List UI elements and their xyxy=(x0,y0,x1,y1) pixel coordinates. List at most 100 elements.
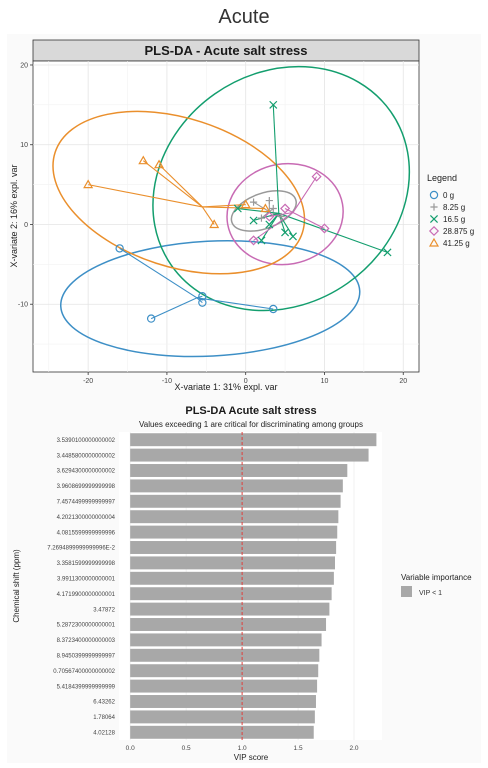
scatter-point xyxy=(249,198,258,206)
vip-legend-swatch xyxy=(401,586,412,597)
vip-category-label: 3.3581599999999998 xyxy=(57,561,116,567)
vip-x-tick-label: 1.0 xyxy=(238,745,247,752)
vip-bar xyxy=(130,448,369,462)
scatter-point xyxy=(383,248,392,257)
vip-bar xyxy=(130,648,320,662)
scatter-point xyxy=(269,304,278,314)
scatter-x-tick-label: 0 xyxy=(244,378,248,385)
vip-bar xyxy=(130,587,332,601)
vip-legend-title: Variable importance xyxy=(401,573,472,582)
scatter-centroid-line xyxy=(253,201,270,213)
page-title: Acute xyxy=(218,6,270,28)
scatter-legend-label: 41.25 g xyxy=(443,239,470,248)
scatter-point xyxy=(198,298,207,307)
vip-bar xyxy=(130,479,343,493)
scatter-point xyxy=(209,219,220,229)
vip-bar xyxy=(130,525,338,539)
vip-bar xyxy=(130,710,315,724)
vip-category-label: 8.9450399999999997 xyxy=(57,654,116,660)
scatter-point xyxy=(249,216,258,225)
vip-bar xyxy=(130,494,341,508)
scatter-point xyxy=(198,292,207,301)
scatter-point xyxy=(264,211,275,222)
scatter-centroid-line xyxy=(142,160,203,208)
scatter-point xyxy=(319,223,330,234)
scatter-y-tick-label: 20 xyxy=(20,62,28,69)
figure-panel: PLS-DA - Acute salt stress -20 -10 0 10 20 -1… xyxy=(7,34,481,763)
vip-category-label: 3.9911300000000001 xyxy=(57,577,116,583)
vip-category-label: 8.3723400000000003 xyxy=(57,638,116,644)
vip-category-label: 7.2694899999999996E-2 xyxy=(47,546,115,552)
scatter-gridlines xyxy=(33,61,419,372)
vip-category-label: 5.2872300000000001 xyxy=(57,623,116,629)
vip-bar xyxy=(130,664,319,678)
scatter-point xyxy=(269,204,277,213)
scatter-x-axis-label: X-variate 1: 31% expl. var xyxy=(174,382,277,392)
scatter-centroid-line xyxy=(119,247,198,299)
scatter-y-tick-label: 10 xyxy=(20,142,28,149)
vip-x-tick-label: 1.5 xyxy=(294,745,303,752)
scatter-legend-label: 8.25 g xyxy=(443,203,465,212)
figure-svg: PLS-DA - Acute salt stress -20 -10 0 10 20 -1… xyxy=(9,39,474,762)
vip-y-axis-label: Chemical shift (ppm) xyxy=(12,549,21,623)
scatter-point xyxy=(138,155,149,165)
scatter-x-tick-label: 20 xyxy=(399,378,407,385)
scatter-centroid-line xyxy=(201,206,215,225)
vip-plot-area xyxy=(119,432,382,740)
scatter-point xyxy=(240,199,251,209)
scatter-x-tick-label: 10 xyxy=(321,378,329,385)
vip-bar xyxy=(130,433,377,447)
scatter-point xyxy=(257,214,266,222)
scatter-point xyxy=(265,220,274,229)
scatter-centroid-line xyxy=(253,212,294,241)
vip-x-tick-label: 0.5 xyxy=(182,745,191,752)
vip-category-labels: 3.5390100000000002 3.4485800000000002 3.62… xyxy=(47,438,115,737)
scatter-point xyxy=(115,244,124,253)
scatter-centroid-line xyxy=(196,297,274,310)
vip-bar xyxy=(130,464,348,477)
scatter-legend-key xyxy=(428,237,440,247)
vip-bar xyxy=(130,679,318,693)
scatter-y-tick-label: 0 xyxy=(24,222,28,229)
scatter-legend-key xyxy=(430,203,438,211)
vip-category-label: 3.9608699999999998 xyxy=(57,484,116,490)
scatter-points xyxy=(83,100,392,323)
scatter-legend-key xyxy=(428,225,440,237)
vip-category-label: 4.0815599999999996 xyxy=(57,530,116,536)
scatter-centroid-lines xyxy=(88,104,388,320)
scatter-point xyxy=(233,204,242,213)
vip-bar-chart: PLS-DA Acute salt stress Values exceedin… xyxy=(12,405,472,762)
scatter-centroid-line xyxy=(202,203,246,208)
vip-x-tick-label: 0.0 xyxy=(126,745,135,752)
vip-bar xyxy=(130,556,335,570)
scatter-centroid-line xyxy=(237,207,279,214)
vip-bar xyxy=(130,633,322,647)
scatter-point xyxy=(257,236,266,245)
vip-bar xyxy=(130,725,314,739)
vip-bar xyxy=(130,618,327,631)
vip-category-label: 4.02128 xyxy=(93,731,115,737)
vip-x-tick-labels: 0.0 0.5 1.0 1.5 2.0 xyxy=(126,745,359,752)
scatter-point xyxy=(277,212,285,221)
scatter-plot-area xyxy=(32,60,420,373)
vip-category-label: 1.78064 xyxy=(93,715,115,721)
vip-category-label: 3.5390100000000002 xyxy=(57,438,116,444)
scatter-point xyxy=(281,228,290,237)
vip-bar xyxy=(130,602,330,616)
scatter-centroid-line xyxy=(202,206,266,210)
scatter-legend-label: 0 g xyxy=(443,191,454,200)
scatter-tick-labels: -20 -10 0 10 20 -10 0 10 20 xyxy=(18,62,407,385)
vip-category-label: 3.4485800000000002 xyxy=(57,453,116,459)
vip-x-tick-label: 2.0 xyxy=(349,745,358,752)
scatter-centroid-line xyxy=(260,213,280,241)
scatter-point xyxy=(260,203,271,213)
scatter-title: PLS-DA - Acute salt stress xyxy=(144,43,307,58)
vip-bar xyxy=(130,510,339,524)
scatter-centroid-line xyxy=(158,164,203,208)
vip-legend-label: VIP < 1 xyxy=(419,590,442,597)
vip-bars xyxy=(130,433,377,739)
vip-bar xyxy=(130,541,337,554)
scatter-centroid-line xyxy=(292,212,325,229)
vip-x-axis-label: VIP score xyxy=(234,753,269,762)
scatter-legend-key xyxy=(429,214,439,224)
